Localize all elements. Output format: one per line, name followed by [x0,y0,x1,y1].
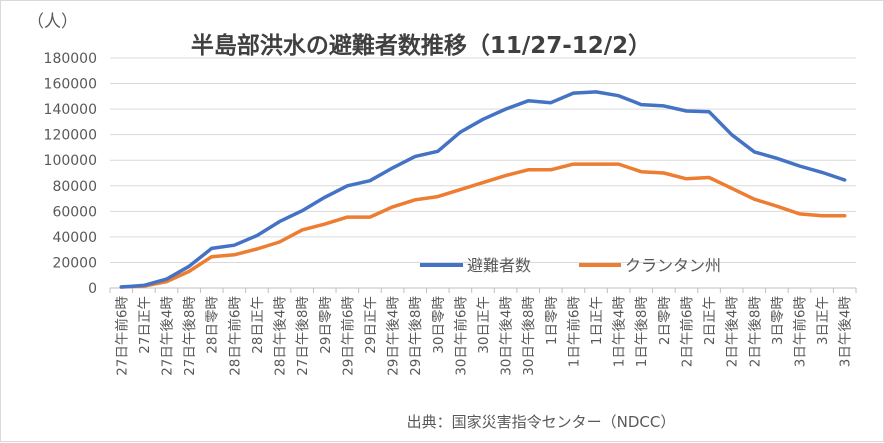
series-lines [119,90,847,289]
x-tick-label: 30日零時 [431,296,447,354]
x-tick-label: 30日午後4時 [499,296,515,376]
y-tick-label: 60000 [52,204,97,220]
legend-label-kelantan: クランタン州 [625,256,721,275]
x-tick-label: 3日零時 [770,296,786,346]
x-tick-label: 28日零時 [205,296,221,354]
x-tick-label: 1日午後4時 [612,296,628,368]
y-tick-label: 20000 [52,255,97,271]
x-tick-label: 28日正午 [250,296,266,354]
x-axis-tick-labels: 27日午前6時 27日正午 27日午後4時 27日午後8時 28日零時 28日午前6時 28… [113,296,853,376]
x-tick-label: 2日午後4時 [725,296,741,368]
x-tick-label: 3日午後4時 [838,296,854,368]
series-line-evacuees [119,90,847,289]
x-tick-label: 30日正午 [476,296,492,354]
y-tick-label: 180000 [44,51,97,67]
x-tick-label: 1日正午 [589,296,605,345]
x-tick-label: 28日午後4時 [273,296,289,376]
y-tick-label: 120000 [44,128,97,144]
x-tick-label: 27日午前6時 [113,296,130,376]
x-tick-label: 2日零時 [657,296,673,346]
x-tick-label: 30日午前6時 [452,296,469,376]
x-tick-label: 1日午後8時 [634,296,650,368]
chart-title: 半島部洪水の避難者数推移（11/27-12/2） [191,32,651,59]
x-tick-label: 29日午後4時 [386,296,402,376]
x-tick-label: 1日午前6時 [565,296,582,368]
x-tick-label: 2日午後8時 [747,296,763,368]
x-tick-label: 29日午後8時 [408,296,424,376]
x-tick-label: 29日午前6時 [339,296,356,376]
y-tick-label: 0 [88,281,97,297]
x-tick-label: 27日午後8時 [182,296,198,376]
y-tick-label: 80000 [52,179,97,195]
x-tick-label: 27日午後8時 [295,296,311,376]
y-tick-label: 140000 [44,102,97,118]
x-tick-label: 29日正午 [363,296,379,354]
x-tick-label: 27日午後4時 [160,296,176,376]
grid-lines [109,57,857,293]
x-tick-label: 28日午前6時 [226,296,243,376]
source-note: 出典：国家災害指令センター（NDCC） [407,413,676,431]
y-tick-label: 40000 [52,230,97,246]
x-tick-label: 2日正午 [702,296,718,345]
series-line-kelantan [119,162,847,289]
legend-label-evacuees: 避難者数 [467,256,531,275]
y-axis-tick-labels: 0 20000 40000 60000 80000 100000 120000 140000 1… [44,51,97,297]
x-tick-label: 29日零時 [318,296,334,354]
x-tick-label: 3日正午 [815,296,831,345]
x-tick-label: 3日午前6時 [791,296,808,368]
x-tick-label: 30日午後8時 [521,296,537,376]
y-axis-unit-label: （人） [27,12,78,32]
x-tick-label: 27日正午 [137,296,153,354]
y-tick-label: 160000 [44,77,97,93]
y-tick-label: 100000 [44,153,97,169]
x-tick-label: 1日零時 [544,296,560,346]
x-tick-label: 2日午前6時 [678,296,695,368]
legend: 避難者数 クランタン州 [420,256,721,275]
